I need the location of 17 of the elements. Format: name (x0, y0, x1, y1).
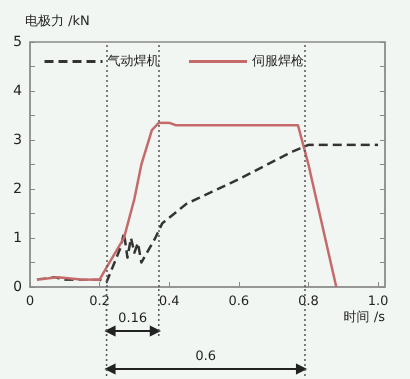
x-tick-label: 0.4 (158, 294, 180, 309)
y-tick-label: 5 (13, 34, 22, 50)
x-tick-label: 0.8 (298, 294, 319, 309)
x-tick-label: 0 (26, 294, 34, 309)
legend-label: 气动焊机 (108, 54, 160, 69)
x-tick-label: 0.6 (228, 294, 250, 309)
text: 0.6 (195, 349, 216, 364)
y-tick-label: 0 (13, 279, 22, 295)
y-tick-label: 1 (13, 230, 22, 246)
x-tick-label: 1.0 (368, 294, 388, 309)
text: 0.16 (118, 311, 148, 326)
y-tick-label: 3 (13, 132, 22, 148)
y-tick-label: 2 (13, 181, 22, 197)
y-tick-label: 4 (13, 83, 22, 99)
y-axis-title: 电极力 /kN (25, 14, 90, 29)
legend-label: 伺服焊枪 (252, 54, 304, 69)
x-axis-title: 时间 /s (344, 310, 386, 325)
